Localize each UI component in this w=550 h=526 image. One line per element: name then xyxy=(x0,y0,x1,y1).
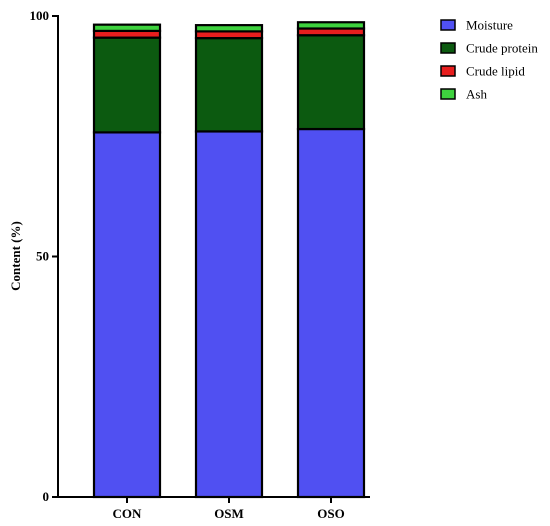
legend-swatch-ash xyxy=(440,88,456,100)
bar-moisture-con xyxy=(92,131,162,499)
bar-crude-protein-con xyxy=(92,36,162,134)
legend: Moisture Crude protein Crude lipid Ash xyxy=(440,18,538,102)
legend-label-crude-lipid: Crude lipid xyxy=(466,64,525,79)
y-tick-label-100: 100 xyxy=(30,8,50,23)
x-tick-label-con: CON xyxy=(113,506,143,521)
legend-label-crude-protein: Crude protein xyxy=(466,41,538,56)
legend-swatch-moisture xyxy=(440,19,456,31)
y-axis-title: Content (%) xyxy=(8,221,23,291)
bar-stack-osm xyxy=(194,24,264,499)
bar-crude-protein-oso xyxy=(296,34,366,131)
legend-swatch-crude-protein xyxy=(440,42,456,54)
bar-moisture-osm xyxy=(194,130,264,499)
axes-layer: 0 50 100 CON OSM OSO xyxy=(30,8,370,521)
x-tick-label-oso: OSO xyxy=(317,506,344,521)
bar-ash-osm xyxy=(194,24,264,33)
legend-swatch-crude-lipid xyxy=(440,65,456,77)
bar-moisture-oso xyxy=(296,127,366,499)
bar-stack-oso xyxy=(296,21,366,499)
bar-ash-oso xyxy=(296,21,366,30)
x-tick-label-osm: OSM xyxy=(214,506,244,521)
y-tick-label-50: 50 xyxy=(36,249,49,264)
legend-label-moisture: Moisture xyxy=(466,18,513,33)
bar-stack-con xyxy=(92,23,162,499)
bars-layer xyxy=(92,21,366,499)
bar-crude-protein-osm xyxy=(194,37,264,133)
bar-ash-con xyxy=(92,23,162,33)
legend-label-ash: Ash xyxy=(466,87,487,102)
y-tick-label-0: 0 xyxy=(43,489,50,504)
